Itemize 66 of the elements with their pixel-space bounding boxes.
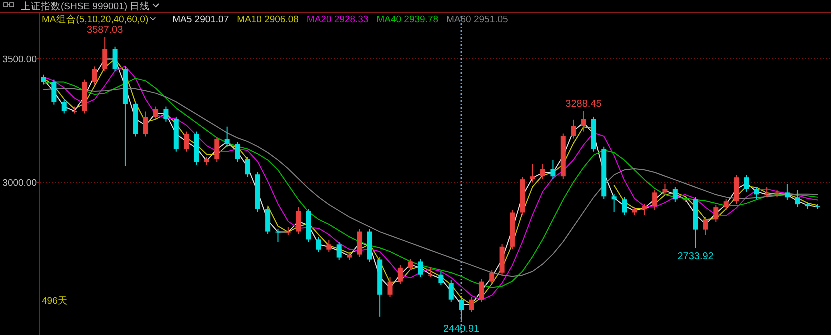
candlestick <box>154 106 159 120</box>
candlestick <box>571 119 576 140</box>
candlestick <box>245 156 250 178</box>
candlestick <box>388 276 393 298</box>
candlestick <box>459 296 464 322</box>
text: MA5 2901.07 <box>172 14 230 26</box>
candlestick <box>795 190 800 208</box>
candlestick <box>469 296 474 313</box>
candlestick <box>612 194 617 212</box>
candlestick <box>764 186 770 198</box>
candlestick <box>490 270 495 285</box>
candlestick <box>184 131 190 152</box>
candlestick <box>530 163 536 183</box>
candlestick <box>652 190 658 211</box>
candlestick <box>42 74 46 86</box>
candlestick <box>662 184 668 196</box>
candlestick <box>214 136 220 162</box>
candlestick <box>357 228 362 258</box>
text: MA60 2951.05 <box>446 14 508 26</box>
candlestick <box>52 79 57 106</box>
candlestick <box>112 46 118 72</box>
text: MA40 2939.78 <box>376 14 439 26</box>
candlestick <box>336 242 342 261</box>
candlestick <box>642 204 648 216</box>
candlestick <box>102 36 108 72</box>
legend-title: MA组合(5,10,20,40,60,0) <box>42 14 149 26</box>
candlestick <box>744 174 750 192</box>
annotation: 2733.92 <box>678 251 714 262</box>
candlestick <box>296 206 302 235</box>
annotation: 2440.91 <box>443 324 480 335</box>
candlestick <box>550 160 556 180</box>
candlestick <box>326 240 332 253</box>
candlestick <box>672 186 678 203</box>
text: MA10 2906.08 <box>237 14 299 26</box>
y-tick-label: 3500.00 <box>2 54 37 66</box>
candlestick <box>724 198 729 211</box>
chart-subtitle: 日线 <box>130 0 150 12</box>
candlestick <box>622 196 627 216</box>
annotation: 496天 <box>42 296 68 307</box>
candlestick <box>62 99 67 114</box>
annotation: 3288.45 <box>566 99 602 110</box>
candlestick <box>398 264 403 285</box>
candlestick <box>143 111 148 138</box>
text: MA20 2928.33 <box>306 14 369 26</box>
candlestick <box>540 163 546 180</box>
annotation: 3587.03 <box>87 25 124 36</box>
candlestick <box>448 280 454 303</box>
candlestick <box>428 266 434 278</box>
candlestick <box>754 186 760 200</box>
candlestick <box>438 272 444 286</box>
y-tick-label: 3000.00 <box>2 178 37 190</box>
candlestick <box>418 258 424 278</box>
candlestick <box>266 206 271 235</box>
candlestick <box>276 228 281 243</box>
candlestick <box>224 126 230 148</box>
chart-title: 上证指数(SHSE 999001) <box>21 0 128 12</box>
candlestick <box>92 66 98 86</box>
candlestick <box>714 204 719 223</box>
candlestick <box>164 106 169 122</box>
candlestick <box>235 141 240 162</box>
candlestick <box>784 184 790 201</box>
candlestick <box>316 236 322 253</box>
candlestick <box>479 278 484 303</box>
candlestick <box>581 110 586 132</box>
candlestick <box>703 216 708 236</box>
candlestick <box>408 258 414 271</box>
